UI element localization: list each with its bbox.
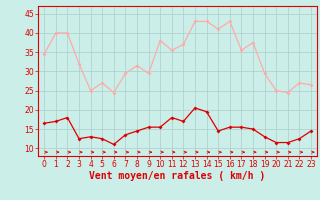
- X-axis label: Vent moyen/en rafales ( km/h ): Vent moyen/en rafales ( km/h ): [90, 171, 266, 181]
